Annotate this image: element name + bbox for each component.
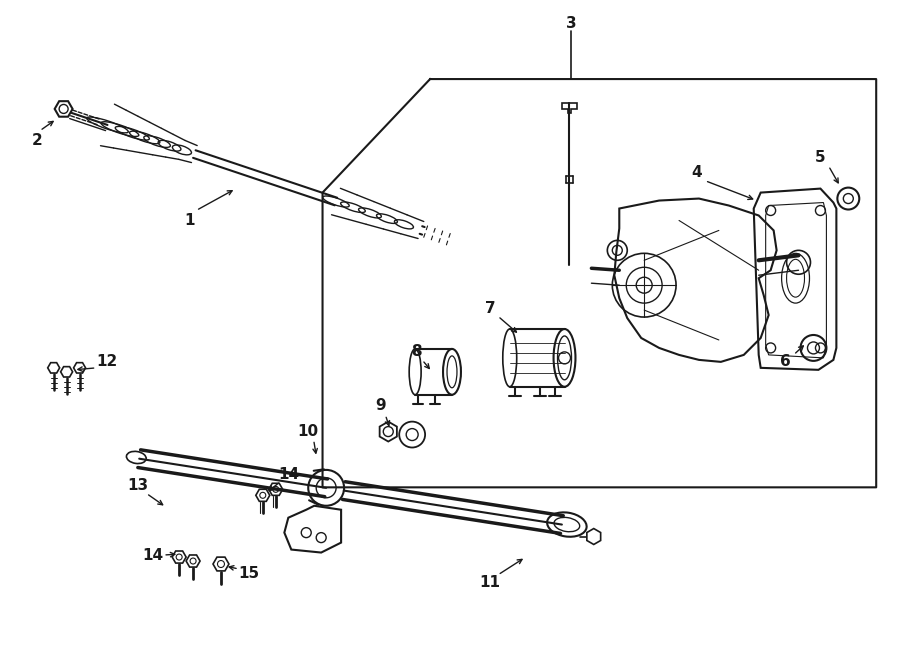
Text: 14: 14 [143, 547, 164, 563]
Text: 12: 12 [95, 354, 117, 369]
Text: 15: 15 [238, 566, 259, 582]
Text: 3: 3 [566, 16, 577, 31]
Text: 4: 4 [691, 165, 702, 180]
Text: 8: 8 [410, 344, 421, 360]
Text: 10: 10 [297, 424, 319, 439]
Text: 14: 14 [278, 467, 299, 482]
Text: 11: 11 [480, 576, 500, 590]
Text: 9: 9 [375, 398, 385, 413]
Text: 1: 1 [184, 213, 194, 228]
Text: 6: 6 [780, 354, 791, 369]
Text: 5: 5 [815, 150, 825, 165]
Text: 7: 7 [484, 301, 495, 315]
Text: 2: 2 [32, 134, 42, 148]
Text: 13: 13 [128, 478, 148, 493]
